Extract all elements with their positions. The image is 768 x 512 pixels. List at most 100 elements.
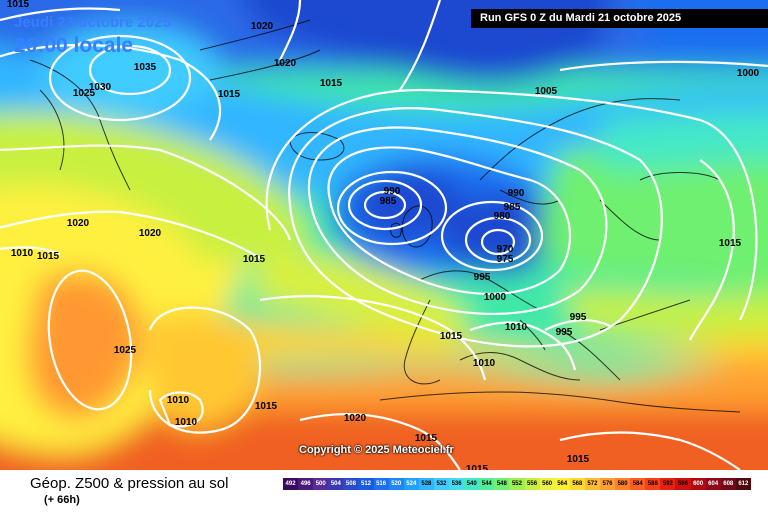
isobar-label: 1005	[535, 86, 558, 97]
map-title: Géop. Z500 & pression au sol	[30, 475, 229, 492]
legend-swatch	[328, 478, 344, 490]
legend-value: 536	[451, 481, 462, 487]
legend-swatch	[705, 478, 721, 490]
isobar-label: 995	[556, 327, 573, 338]
legend-value: 520	[391, 481, 402, 487]
isobar-label: 975	[497, 254, 514, 265]
forecast-date: Jeudi 23 octobre 2025	[14, 14, 171, 31]
map-footer: Géop. Z500 & pression au sol (+ 66h)	[0, 470, 768, 512]
legend-value: 592	[662, 481, 673, 487]
legend-value: 580	[617, 481, 628, 487]
legend-swatch	[599, 478, 616, 490]
legend-swatch	[675, 478, 691, 490]
legend-value: 496	[300, 481, 311, 487]
isobar-label: 995	[474, 272, 491, 283]
legend-value: 608	[723, 481, 734, 487]
copyright-notice: Copyright © 2025 Meteociel.fr	[299, 444, 454, 456]
forecast-time: 20:00 locale	[14, 34, 134, 57]
model-run-banner: Run GFS 0 Z du Mardi 21 octobre 2025	[471, 9, 768, 28]
isobar-label: 1015	[218, 89, 241, 100]
isobar-label: 1010	[175, 417, 198, 428]
isobar-label: 985	[380, 196, 397, 207]
legend-swatch	[494, 478, 510, 490]
legend-swatch	[584, 478, 600, 490]
legend-swatch	[373, 478, 389, 490]
coastlines	[29, 19, 741, 413]
isobar-label: 990	[384, 186, 401, 197]
isobar-label: 1035	[134, 62, 157, 73]
color-scale-labels: 492 496 500 504 508 512 516 520 524 528 532 536 540 5…	[283, 479, 751, 489]
legend-value: 524	[406, 481, 417, 487]
legend-swatch	[630, 478, 646, 490]
legend-swatch	[283, 478, 299, 490]
isobar-label: 1015	[567, 454, 590, 465]
legend-swatch	[403, 478, 419, 490]
isobar-label: 1015	[719, 238, 742, 249]
isobar-label: 1020	[344, 413, 367, 424]
legend-swatch	[509, 478, 525, 490]
isobar-label: 1015	[415, 433, 438, 444]
legend-swatch	[388, 478, 404, 490]
isobar-label: 1020	[251, 21, 274, 32]
legend-value: 568	[572, 481, 583, 487]
legend-value: 564	[557, 481, 568, 487]
legend-swatch	[464, 478, 480, 490]
legend-value: 552	[511, 481, 522, 487]
legend-swatch	[539, 478, 555, 490]
isobar-label: 980	[494, 211, 511, 222]
legend-swatch	[313, 478, 329, 490]
isobar-label: 1015	[37, 251, 60, 262]
legend-swatch	[479, 478, 495, 490]
legend-swatch	[433, 478, 450, 490]
isobar-label: 1015	[243, 254, 266, 265]
legend-value: 576	[602, 481, 613, 487]
isobar-label: 1020	[67, 218, 90, 229]
legend-value: 596	[677, 481, 688, 487]
legend-value: 544	[481, 481, 492, 487]
legend-swatch	[524, 478, 540, 490]
isobar-label: 1000	[484, 292, 507, 303]
legend-value: 556	[527, 481, 538, 487]
color-scale-legend	[283, 478, 751, 490]
legend-value: 612	[738, 481, 749, 487]
legend-value: 512	[361, 481, 372, 487]
legend-value: 492	[285, 481, 296, 487]
legend-value: 508	[345, 481, 356, 487]
legend-swatch	[554, 478, 570, 490]
legend-value: 532	[436, 481, 447, 487]
legend-value: 540	[466, 481, 477, 487]
legend-swatch	[645, 478, 661, 490]
legend-value: 528	[421, 481, 432, 487]
isobar-label: 1010	[505, 322, 528, 333]
isobar-label: 1015	[320, 78, 343, 89]
legend-swatch	[343, 478, 359, 490]
legend-swatch	[569, 478, 585, 490]
isobar-label: 1030	[89, 82, 112, 93]
isobar-label: 1015	[7, 0, 30, 10]
legend-value: 588	[647, 481, 658, 487]
isobar-label: 1000	[737, 68, 760, 79]
legend-value: 500	[315, 481, 326, 487]
isobar-label: 1010	[167, 395, 190, 406]
legend-swatch	[358, 478, 374, 490]
legend-swatch	[660, 478, 676, 490]
isobar-label: 970	[497, 244, 514, 255]
legend-value: 560	[542, 481, 553, 487]
forecast-offset: (+ 66h)	[44, 494, 80, 506]
isobar-label: 1010	[473, 358, 496, 369]
isobar-label: 1020	[139, 228, 162, 239]
isobar-label: 1015	[466, 464, 489, 470]
legend-swatch	[418, 478, 434, 490]
legend-value: 600	[693, 481, 704, 487]
isobar-label: 1015	[255, 401, 278, 412]
legend-value: 572	[587, 481, 598, 487]
legend-value: 584	[632, 481, 643, 487]
legend-value: 516	[376, 481, 387, 487]
isobar-label: 1025	[73, 88, 96, 99]
isobars	[0, 0, 768, 470]
legend-swatch	[615, 478, 631, 490]
isobar-label: 985	[504, 202, 521, 213]
z500-color-field	[0, 0, 768, 470]
